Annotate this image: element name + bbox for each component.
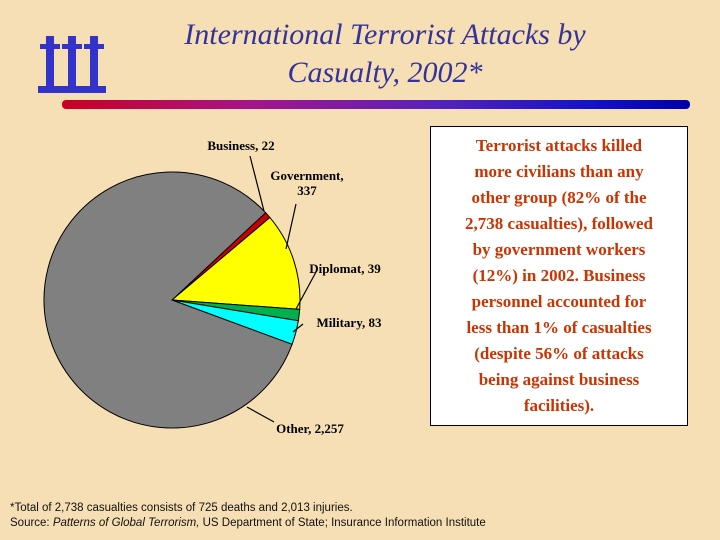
footnote-total: *Total of 2,738 casualties consists of 7… <box>10 502 353 514</box>
source-publication: Patterns of Global Terrorism, <box>52 516 200 529</box>
title-underline-bar <box>62 100 690 109</box>
pie-label-diplomat: Diplomat, 39 <box>309 261 381 276</box>
pie-label-business: Business, 22 <box>207 138 275 153</box>
iii-logo-icon <box>38 36 106 93</box>
source-line: Source: Patterns of Global Terrorism, US… <box>10 516 715 531</box>
footnote: *Total of 2,738 casualties consists of 7… <box>10 501 715 530</box>
pie-label-military: Military, 83 <box>316 315 382 330</box>
source-label: Source: <box>10 516 53 529</box>
slide-title-line2: Casualty, 2002* <box>287 56 483 89</box>
slide-title: International Terrorist Attacks by Casua… <box>90 16 680 92</box>
pie-chart-svg <box>43 171 301 429</box>
pie-slice-other <box>43 171 293 429</box>
pie-chart <box>40 168 304 432</box>
pie-label-government: Government, 337 <box>270 168 344 198</box>
pie-label-other: Other, 2,257 <box>276 421 344 436</box>
source-rest: US Department of State; Insurance Inform… <box>199 516 486 529</box>
slide-title-line1: International Terrorist Attacks by <box>184 18 586 51</box>
commentary-box: Terrorist attacks killed more civilians … <box>430 126 688 426</box>
commentary-text: Terrorist attacks killed more civilians … <box>465 136 653 415</box>
